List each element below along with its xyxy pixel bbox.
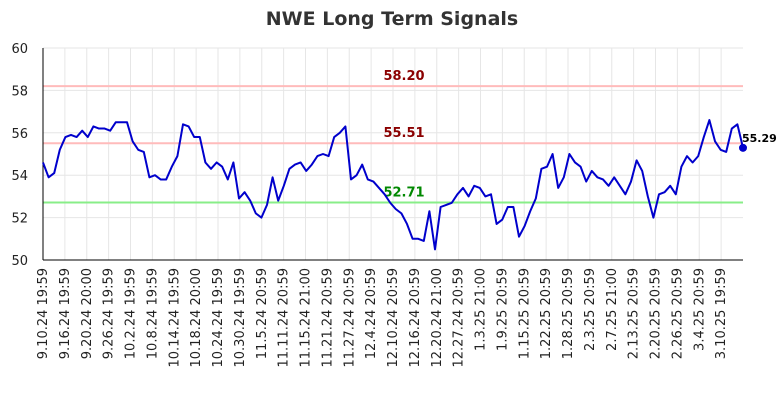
x-tick-label: 1.15.25 20:59: [517, 268, 532, 359]
x-tick-label: 1.28.25 20:59: [561, 268, 576, 359]
series-line: [42, 119, 744, 251]
x-tick-label: 10.30.24 19:59: [233, 268, 248, 368]
x-tick-label: 10.24.24 19:59: [211, 268, 226, 368]
x-tick-label: 1.3.25 21:00: [474, 268, 489, 351]
x-tick-label: 9.16.24 19:59: [58, 268, 73, 359]
last-point-marker: [739, 143, 747, 152]
reference-line-label: 58.20: [383, 69, 424, 84]
reference-line-label: 52.71: [383, 186, 424, 201]
x-tick-label: 1.22.25 20:59: [539, 268, 554, 359]
x-tick-label: 2.3.25 20:59: [583, 268, 598, 351]
reference-lines: 58.20 55.51 52.71: [43, 69, 743, 204]
x-tick-label: 3.10.25 19:59: [714, 268, 729, 359]
x-tick-label: 9.10.24 19:59: [36, 268, 51, 359]
y-tick-label: 60: [11, 42, 28, 57]
x-tick-label: 12.16.24 20:59: [408, 268, 423, 368]
series-layer: 55.29: [42, 119, 777, 251]
x-tick-label: 10.14.24 19:59: [167, 268, 182, 368]
x-tick-label: 2.20.25 20:59: [649, 268, 664, 359]
y-tick-label: 56: [11, 127, 28, 142]
x-tick-label: 1.9.25 20:59: [495, 268, 510, 351]
last-value-label: 55.29: [742, 132, 777, 145]
axes: [42, 48, 743, 261]
x-tick-label: 2.7.25 21:00: [605, 268, 620, 351]
x-tick-label: 11.11.24 20:59: [277, 268, 292, 368]
x-tick-label: 2.13.25 20:59: [627, 268, 642, 359]
y-tick-labels: 50 52 54 56 58 60: [11, 42, 28, 269]
x-tick-label: 12.10.24 20:59: [386, 268, 401, 368]
y-tick-label: 58: [11, 84, 28, 99]
x-tick-label: 9.20.24 20:00: [80, 268, 95, 359]
x-tick-label: 11.5.24 20:59: [255, 268, 270, 359]
x-tick-label: 2.26.25 20:59: [670, 268, 685, 359]
x-tick-label: 12.20.24 21:00: [430, 268, 445, 368]
x-tick-label: 10.18.24 20:00: [189, 268, 204, 368]
y-tick-label: 54: [11, 169, 28, 184]
x-tick-label: 11.21.24 20:59: [320, 268, 335, 368]
x-tick-label: 10.8.24 19:59: [145, 268, 160, 359]
x-tick-label: 12.4.24 20:59: [364, 268, 379, 359]
x-tick-label: 3.4.25 20:59: [692, 268, 707, 351]
x-tick-label: 12.27.24 20:59: [452, 268, 467, 368]
x-tick-labels: 9.10.24 19:59 9.16.24 19:59 9.20.24 20:00 9…: [36, 268, 729, 368]
x-tick-label: 10.2.24 19:59: [124, 268, 139, 359]
y-tick-label: 52: [11, 212, 28, 227]
chart-title: NWE Long Term Signals: [266, 8, 518, 30]
x-tick-label: 11.27.24 20:59: [342, 268, 357, 368]
reference-line-label: 55.51: [383, 126, 424, 141]
x-tick-label: 9.26.24 19:59: [102, 268, 117, 359]
y-tick-label: 50: [11, 254, 28, 269]
x-tick-label: 11.15.24 21:00: [299, 268, 314, 368]
